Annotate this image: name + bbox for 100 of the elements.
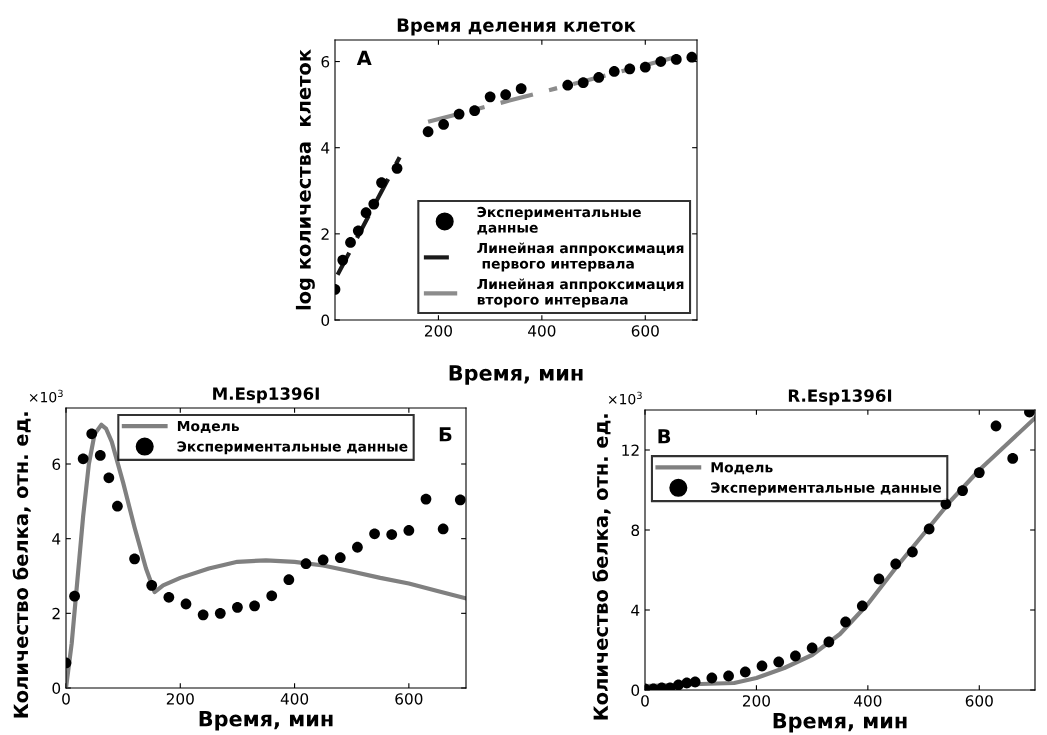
annotation: Б (439, 427, 452, 442)
annotation: В (658, 429, 671, 444)
point (69, 590, 80, 602)
point (437, 523, 449, 535)
point (337, 254, 349, 266)
point (515, 83, 527, 95)
point (103, 472, 115, 484)
x-tick-label: 200 (424, 325, 452, 337)
point (706, 672, 718, 684)
point (345, 237, 356, 248)
x-tick-label: 400 (854, 695, 882, 707)
point (890, 558, 902, 570)
point (840, 616, 851, 628)
point (973, 467, 985, 478)
point (923, 523, 935, 535)
text: ×10$^{3}$ (608, 391, 642, 405)
point (283, 574, 295, 586)
legend-label: Модель (177, 420, 239, 433)
point (391, 162, 403, 174)
point (249, 600, 260, 612)
point (723, 670, 734, 682)
point (790, 650, 801, 662)
point (907, 546, 918, 558)
point (773, 656, 785, 668)
x-tick-label: 200 (166, 693, 194, 705)
x-axis-title: Время, мин (449, 365, 583, 385)
annotation: А (356, 50, 372, 65)
point (352, 541, 363, 553)
point (352, 225, 364, 237)
point (856, 600, 868, 612)
y-tick-label: 8 (631, 524, 640, 537)
point (266, 590, 278, 602)
y-tick-label: 0 (321, 314, 330, 327)
point (823, 636, 835, 648)
point (300, 558, 312, 570)
x-tick-label: 400 (280, 693, 309, 705)
y-axis-title: Количество белка, отн. ед. (12, 412, 31, 718)
point (756, 660, 768, 672)
point (806, 642, 818, 654)
point (94, 450, 106, 461)
point (593, 72, 605, 83)
point (317, 554, 329, 566)
point (422, 126, 434, 138)
y-tick-label: 0 (631, 684, 640, 697)
y-tick-label: 6 (52, 458, 61, 471)
point (469, 105, 481, 117)
legend-label: Линейная аппроксимация первого интервала (477, 242, 684, 272)
x-tick-label: 0 (62, 693, 70, 705)
point (957, 485, 968, 496)
point (453, 108, 465, 120)
point (655, 56, 667, 67)
point (369, 528, 380, 540)
chart-title: Время деления клеток (397, 18, 636, 36)
point (500, 89, 512, 101)
x-tick-label: 200 (742, 695, 770, 707)
point (624, 63, 636, 75)
y-tick-label: 4 (631, 604, 640, 616)
point (386, 529, 398, 540)
point (334, 552, 346, 564)
point (376, 177, 387, 188)
point (163, 591, 175, 603)
chart-title: R.Esp1396I (788, 389, 892, 406)
x-axis-title: Время, мин (199, 711, 333, 731)
y-tick-label: 4 (52, 533, 61, 545)
point (112, 500, 123, 512)
x-axis-title: Время, мин (773, 713, 907, 733)
point (360, 207, 372, 219)
point (990, 420, 1002, 432)
y-tick-label: 12 (622, 444, 639, 456)
point (454, 494, 466, 506)
y-tick-label: 2 (52, 607, 60, 620)
legend-label: Экспериментальные данные (711, 482, 942, 496)
point (1007, 453, 1019, 464)
point (129, 553, 140, 565)
point (873, 573, 885, 585)
x-tick-label: 600 (631, 325, 659, 337)
point (403, 525, 415, 536)
legend-label: Модель (711, 462, 773, 475)
text: ×10$^{3}$ (29, 389, 63, 403)
point (686, 51, 697, 63)
point (232, 601, 243, 613)
point (739, 666, 751, 678)
point (639, 61, 651, 73)
y-tick-label: 2 (321, 228, 329, 240)
legend-label: Экспериментальные данные (477, 206, 641, 235)
x-tick-label: 600 (395, 693, 423, 705)
point (438, 119, 449, 130)
point (562, 79, 574, 91)
point (214, 607, 226, 619)
point (577, 77, 589, 89)
y-tick-label: 0 (52, 682, 61, 695)
legend-label: Экспериментальные данные (177, 441, 408, 455)
x-tick-label: 600 (965, 695, 993, 707)
point (670, 54, 682, 65)
point (608, 66, 620, 77)
chart-title: M.Esp1396I (213, 387, 319, 404)
point (197, 609, 209, 621)
point (689, 676, 701, 688)
point (146, 579, 158, 591)
y-tick-label: 6 (321, 56, 330, 68)
